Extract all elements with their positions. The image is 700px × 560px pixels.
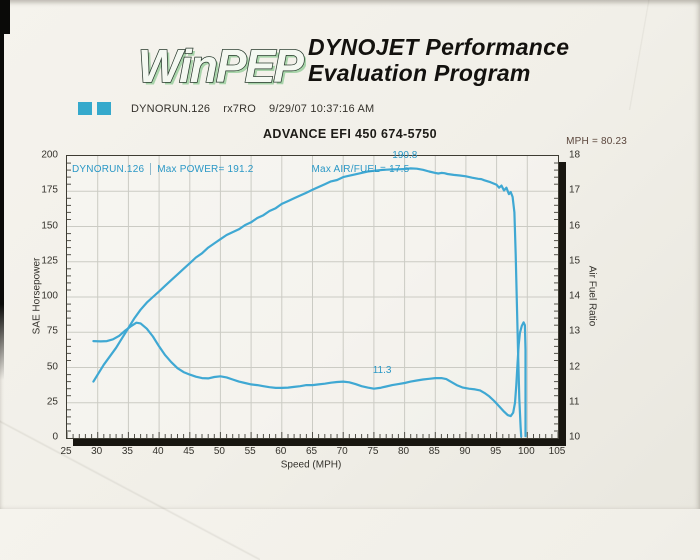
y-axis-label-right: Air Fuel Ratio [586,265,598,327]
y-left-tick-150: 150 [41,220,58,231]
y-left-tick-0: 0 [52,431,58,443]
y-left-tick-50: 50 [46,361,58,372]
run-vehicle-name: rx7RO [223,102,257,115]
x-tick-100: 100 [517,446,535,457]
legend-run-name: DYNORUN.126 [72,163,145,175]
y-right-tick-18: 18 [569,149,581,161]
mph-readout: MPH = 80.23 [566,136,627,147]
run-info-row: DYNORUN.126 rx7RO 9/29/07 10:37:16 AM [78,102,387,115]
y-right-tick-13: 13 [569,325,581,337]
program-title-line1: DYNOJET Performance [308,34,570,60]
x-tick-60: 60 [275,446,287,457]
y-left-tick-100: 100 [41,290,58,302]
plot-legend: DYNORUN.126 Max POWER= 191.2 Max AIR/FUE… [72,163,409,175]
y-right-tick-12: 12 [569,361,581,372]
x-tick-65: 65 [305,446,318,457]
plot-canvas [67,156,558,438]
x-tick-105: 105 [548,446,566,457]
x-tick-30: 30 [91,446,103,457]
winpep-logo: WinPEP WinPEP [137,39,307,95]
chart-title: ADVANCE EFI 450 674-5750 [262,127,438,141]
scan-artifact-left-strip [0,0,4,380]
x-tick-35: 35 [121,446,133,457]
y-left-tick-175: 175 [41,184,58,196]
run-file-name: DYNORUN.126 [131,102,211,115]
run-datetime: 9/29/07 10:37:16 AM [269,102,375,115]
y-left-tick-75: 75 [46,325,58,337]
y-right-tick-15: 15 [569,255,581,267]
y-right-tick-11: 11 [569,396,580,408]
x-tick-70: 70 [336,446,348,457]
legend-max-power: Max POWER= 191.2 [157,163,254,175]
y-right-tick-16: 16 [569,220,581,231]
x-tick-95: 95 [490,446,502,457]
x-tick-75: 75 [367,446,379,457]
x-tick-55: 55 [244,446,256,457]
x-tick-90: 90 [459,446,471,457]
x-tick-50: 50 [213,446,225,457]
y-left-tick-125: 125 [41,255,58,267]
x-axis-label: Speed (MPH) [280,459,342,471]
y-left-tick-25: 25 [46,396,58,408]
y-right-tick-10: 10 [569,431,581,443]
plot-area: DYNORUN.126 Max POWER= 191.2 Max AIR/FUE… [66,155,559,439]
x-tick-25: 25 [60,446,72,457]
x-tick-40: 40 [152,446,164,457]
run-color-swatch-2 [97,102,111,115]
x-tick-80: 80 [398,446,410,457]
legend-max-airfuel: Max AIR/FUEL= 17.5 [311,163,410,175]
winpep-logo-text: WinPEP [138,40,304,92]
y-left-tick-200: 200 [41,149,58,161]
x-tick-85: 85 [428,446,440,457]
y-right-tick-17: 17 [569,184,581,196]
y-right-tick-14: 14 [569,290,581,302]
annotation-190.8: 190.8 [392,150,418,162]
program-title: DYNOJET Performance Evaluation Program [308,34,569,86]
paper-crease-top-right [560,0,700,110]
legend-separator [150,163,152,175]
annotation-11.3: 11.3 [372,364,392,376]
scan-artifact-corner-mark [0,0,10,34]
x-tick-45: 45 [183,446,195,457]
program-title-line2: Evaluation Program [308,60,531,86]
winpep-logo-shadow-text: WinPEP [141,43,307,95]
run-color-swatch-1 [78,102,92,115]
